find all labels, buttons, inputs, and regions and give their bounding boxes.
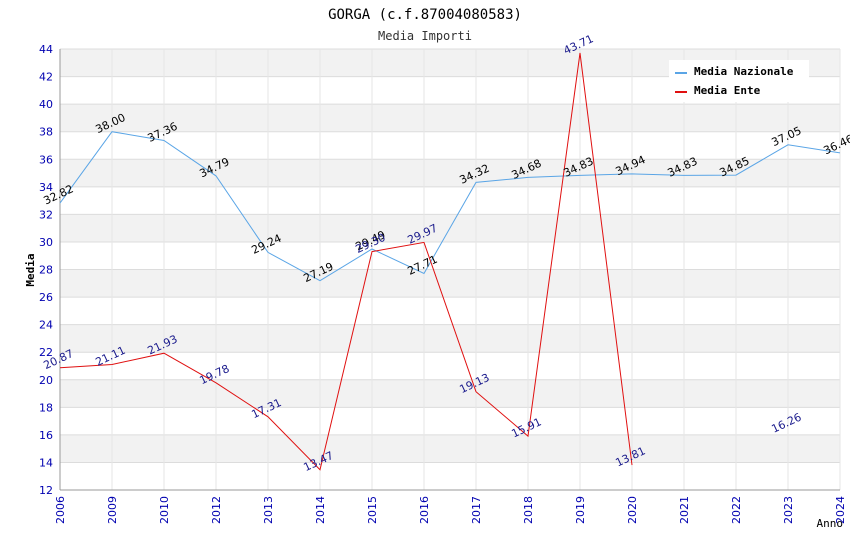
- y-axis-label: Media: [24, 253, 37, 286]
- series-lines: [59, 52, 841, 471]
- y-tick-label: 16: [39, 429, 53, 442]
- grid-band: [60, 434, 840, 463]
- x-tick-label: 2022: [730, 496, 743, 524]
- x-tick-labels: 2006 2009 2010 2012 2013 2014 2015 2016 2017 2018…: [54, 496, 847, 524]
- x-tick-label: 2017: [470, 496, 483, 524]
- x-tick-label: 2014: [314, 496, 327, 524]
- chart-subtitle: Media Importi: [378, 29, 472, 43]
- y-tick-label: 18: [39, 401, 53, 414]
- legend-label-ente: Media Ente: [694, 84, 761, 97]
- y-tick-label: 14: [39, 456, 53, 469]
- y-tick-label: 26: [39, 291, 53, 304]
- x-tick-label: 2024: [834, 496, 847, 524]
- series-line-nazionale: [59, 131, 841, 282]
- y-tick-label: 44: [39, 43, 53, 56]
- x-tick-label: 2009: [106, 496, 119, 524]
- y-tick-labels: 12 14 16 18 20 22 24 26 28 30 32 34 36 38 40 42 44: [39, 43, 53, 497]
- x-tick-label: 2012: [210, 496, 223, 524]
- x-tick-label: 2020: [626, 496, 639, 524]
- y-tick-label: 20: [39, 374, 53, 387]
- y-tick-label: 22: [39, 346, 53, 359]
- data-label: 36.46: [821, 132, 850, 157]
- y-tick-label: 30: [39, 236, 53, 249]
- grid-band: [60, 159, 840, 187]
- y-tick-label: 42: [39, 71, 53, 84]
- x-tick-label: 2018: [522, 496, 535, 524]
- grid-bands: [60, 49, 840, 463]
- x-tick-label: 2016: [418, 496, 431, 524]
- x-tick-label: 2013: [262, 496, 275, 524]
- legend: Media Nazionale Media Ente: [669, 60, 809, 102]
- grid-band: [60, 324, 840, 353]
- grid-band: [60, 269, 840, 298]
- y-tick-label: 28: [39, 264, 53, 277]
- series-line-ente: [59, 52, 633, 471]
- legend-box: [669, 60, 809, 102]
- y-tick-label: 32: [39, 208, 53, 221]
- chart-title: GORGA (c.f.87004080583): [328, 7, 522, 23]
- y-tick-label: 40: [39, 98, 53, 111]
- x-tick-label: 2023: [782, 496, 795, 524]
- x-tick-label: 2010: [158, 496, 171, 524]
- x-tick-label: 2019: [574, 496, 587, 524]
- x-axis-label: Anno: [817, 517, 844, 530]
- x-tick-label: 2015: [366, 496, 379, 524]
- y-tick-label: 12: [39, 484, 53, 497]
- data-label: 16.26: [769, 411, 803, 436]
- x-tick-label: 2006: [54, 496, 67, 524]
- y-tick-label: 34: [39, 181, 53, 194]
- grid-band: [60, 104, 840, 132]
- legend-label-nazionale: Media Nazionale: [694, 65, 794, 78]
- y-tick-label: 38: [39, 126, 53, 139]
- grid-band: [60, 379, 840, 408]
- x-tick-label: 2021: [678, 496, 691, 524]
- y-tick-label: 24: [39, 319, 53, 332]
- y-tick-label: 36: [39, 153, 53, 166]
